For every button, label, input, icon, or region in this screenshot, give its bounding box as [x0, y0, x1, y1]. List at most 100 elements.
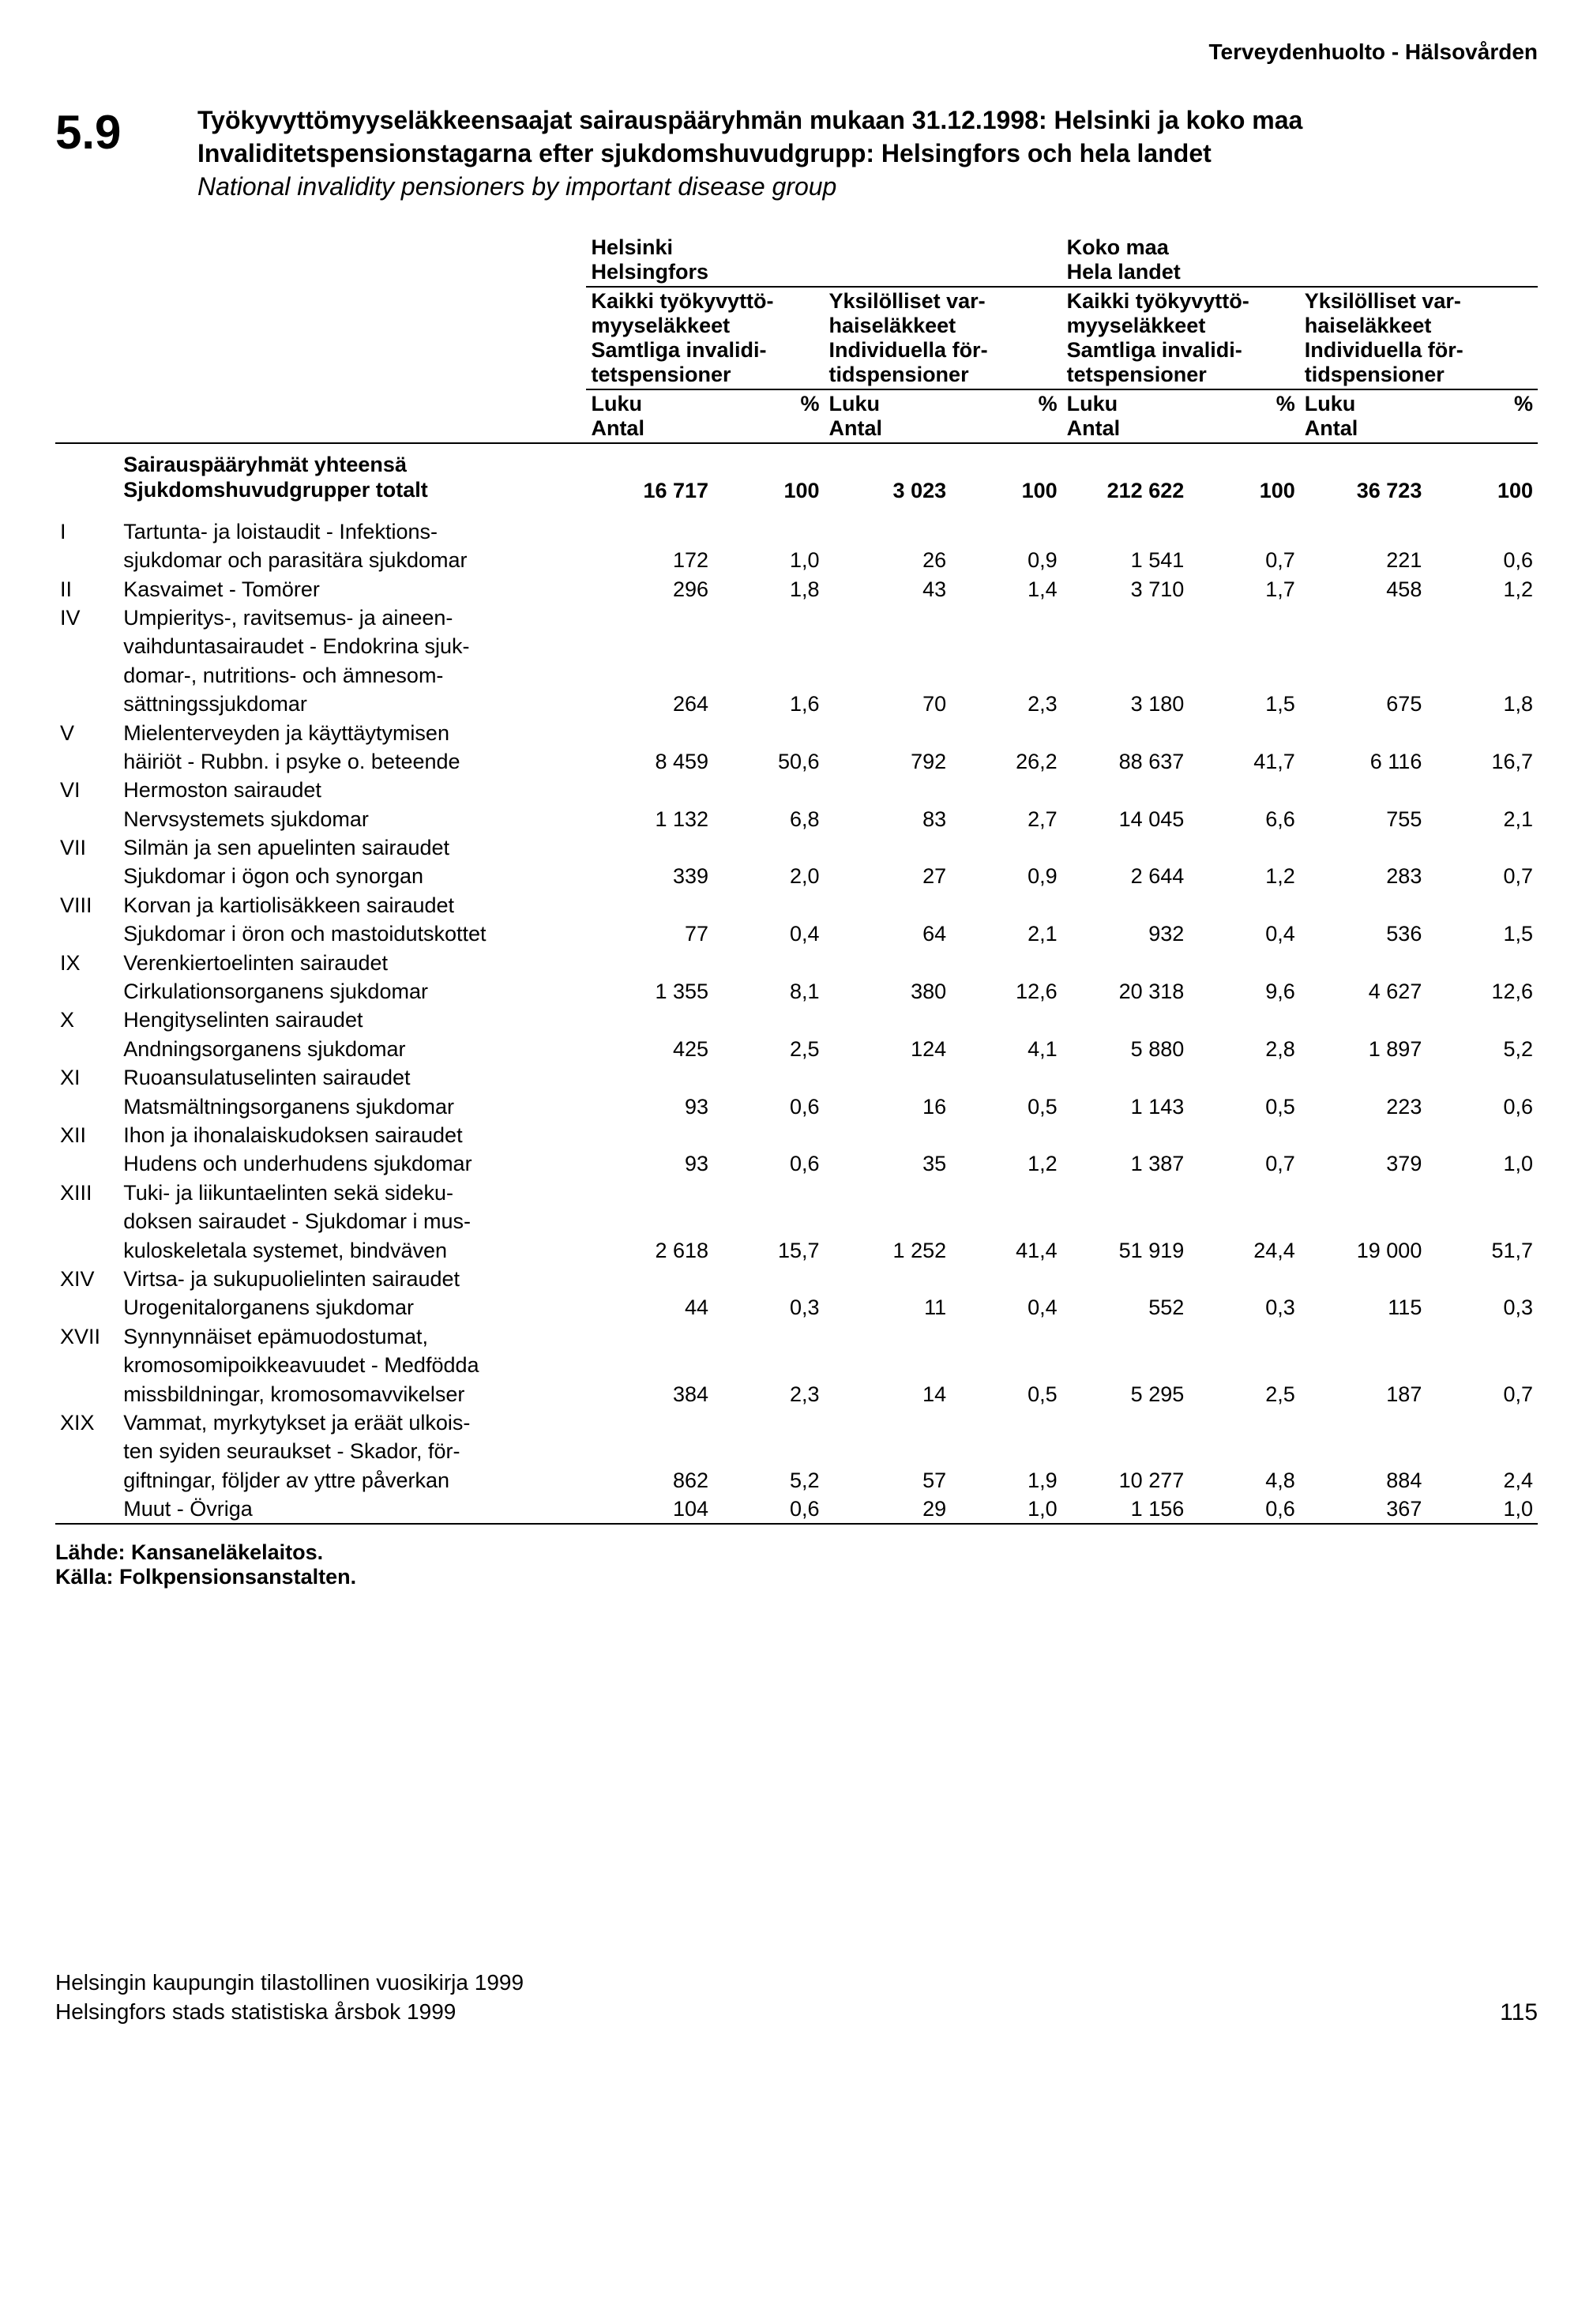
cell-value: [951, 1265, 1062, 1293]
cell-value: [825, 1121, 952, 1149]
row-label: Korvan ja kartiolisäkkeen sairaudet: [118, 891, 586, 919]
row-code: VI: [55, 776, 118, 804]
cell-value: 755: [1300, 805, 1427, 833]
cell-value: 26,2: [951, 747, 1062, 776]
cell-value: 221: [1300, 546, 1427, 574]
cell-value: 2,3: [713, 1380, 825, 1408]
row-label: Virtsa- ja sukupuolielinten sairaudet: [118, 1265, 586, 1293]
table-row: Cirkulationsorganens sjukdomar1 3558,138…: [55, 977, 1538, 1006]
cell-value: 2,1: [951, 919, 1062, 948]
cell-value: [1062, 949, 1189, 977]
cell-value: 1 897: [1300, 1035, 1427, 1063]
source-block: Lähde: Kansaneläkelaitos. Källa: Folkpen…: [55, 1540, 1538, 1589]
table-row: XVIISynnynnäiset epämuodostumat,: [55, 1322, 1538, 1351]
row-code: [55, 661, 118, 690]
row-code: [55, 546, 118, 574]
cell-value: [586, 604, 713, 632]
cell-value: 35: [825, 1149, 952, 1178]
cell-value: 1,7: [1189, 575, 1300, 604]
cell-value: 19 000: [1300, 1236, 1427, 1265]
row-code: [55, 632, 118, 660]
cell-value: 552: [1062, 1293, 1189, 1322]
table-row: XIVVirtsa- ja sukupuolielinten sairaudet: [55, 1265, 1538, 1293]
cell-value: 0,5: [1189, 1092, 1300, 1121]
table-row: Nervsystemets sjukdomar1 1326,8832,714 0…: [55, 805, 1538, 833]
row-code: VIII: [55, 891, 118, 919]
cell-value: 4,1: [951, 1035, 1062, 1063]
row-label: Sjukdomar i ögon och synorgan: [118, 862, 586, 890]
row-code: XIII: [55, 1179, 118, 1207]
cell-value: [1062, 833, 1189, 862]
table-row: giftningar, följder av yttre påverkan862…: [55, 1466, 1538, 1495]
cell-value: 675: [1300, 690, 1427, 718]
cell-value: [1189, 1351, 1300, 1379]
cell-value: 2,5: [1189, 1380, 1300, 1408]
cell-value: [1062, 1265, 1189, 1293]
cell-value: [825, 1265, 952, 1293]
row-code: [55, 862, 118, 890]
cell-value: [1426, 949, 1538, 977]
row-code: XII: [55, 1121, 118, 1149]
page-number: 115: [1500, 1999, 1538, 2026]
cell-value: [1300, 632, 1427, 660]
cell-value: [1189, 719, 1300, 747]
cell-value: [1300, 1351, 1427, 1379]
row-code: [55, 1236, 118, 1265]
cell-value: 2,4: [1426, 1466, 1538, 1495]
header-row-cols: LukuAntal % LukuAntal % LukuAntal % Luku…: [55, 389, 1538, 443]
table-row: ITartunta- ja loistaudit - Infektions-: [55, 517, 1538, 546]
cell-value: [825, 776, 952, 804]
cell-value: [713, 1437, 825, 1465]
cell-value: [1062, 1063, 1189, 1092]
row-label: sjukdomar och parasitära sjukdomar: [118, 546, 586, 574]
row-label: Muut - Övriga: [118, 1495, 586, 1524]
cell-value: [586, 891, 713, 919]
cell-value: [1300, 1121, 1427, 1149]
cell-value: 1,4: [951, 575, 1062, 604]
cell-value: 425: [586, 1035, 713, 1063]
row-label: vaihduntasairaudet - Endokrina sjuk-: [118, 632, 586, 660]
cell-value: [1300, 833, 1427, 862]
cell-value: [1189, 1408, 1300, 1437]
cell-value: 2,3: [951, 690, 1062, 718]
hdr-helsingfors: Helsingfors: [591, 260, 708, 284]
row-code: [55, 1207, 118, 1235]
cell-value: 1 156: [1062, 1495, 1189, 1524]
cell-value: 0,7: [1189, 546, 1300, 574]
cell-value: [825, 833, 952, 862]
cell-value: [1426, 1437, 1538, 1465]
cell-value: [1189, 517, 1300, 546]
title-finnish: Työkyvyttömyyseläkkeensaajat sairauspäär…: [197, 104, 1538, 136]
section-number: 5.9: [55, 104, 150, 156]
cell-value: [1426, 604, 1538, 632]
cell-value: [713, 1121, 825, 1149]
cell-value: [951, 1063, 1062, 1092]
row-code: XIX: [55, 1408, 118, 1437]
cell-value: [1189, 1437, 1300, 1465]
cell-value: [1062, 776, 1189, 804]
cell-value: 15,7: [713, 1236, 825, 1265]
cell-value: 5,2: [1426, 1035, 1538, 1063]
cell-value: [586, 632, 713, 660]
table-row: doksen sairaudet - Sjukdomar i mus-: [55, 1207, 1538, 1235]
row-label: Umpieritys-, ravitsemus- ja aineen-: [118, 604, 586, 632]
cell-value: 0,5: [951, 1092, 1062, 1121]
table-row: Matsmältningsorganens sjukdomar930,6160,…: [55, 1092, 1538, 1121]
cell-value: 12,6: [1426, 977, 1538, 1006]
cell-value: [1426, 1351, 1538, 1379]
cell-value: 27: [825, 862, 952, 890]
cell-value: [825, 719, 952, 747]
cell-value: [586, 1121, 713, 1149]
table-row: Hudens och underhudens sjukdomar930,6351…: [55, 1149, 1538, 1178]
cell-value: [1426, 1121, 1538, 1149]
cell-value: [586, 949, 713, 977]
cell-value: 0,3: [713, 1293, 825, 1322]
cell-value: 50,6: [713, 747, 825, 776]
cell-value: [586, 1063, 713, 1092]
cell-value: [1426, 1265, 1538, 1293]
page-header: Terveydenhuolto - Hälsovården: [55, 39, 1538, 65]
cell-value: 458: [1300, 575, 1427, 604]
row-code: [55, 1380, 118, 1408]
cell-value: [1300, 1063, 1427, 1092]
titles: Työkyvyttömyyseläkkeensaajat sairauspäär…: [197, 104, 1538, 202]
